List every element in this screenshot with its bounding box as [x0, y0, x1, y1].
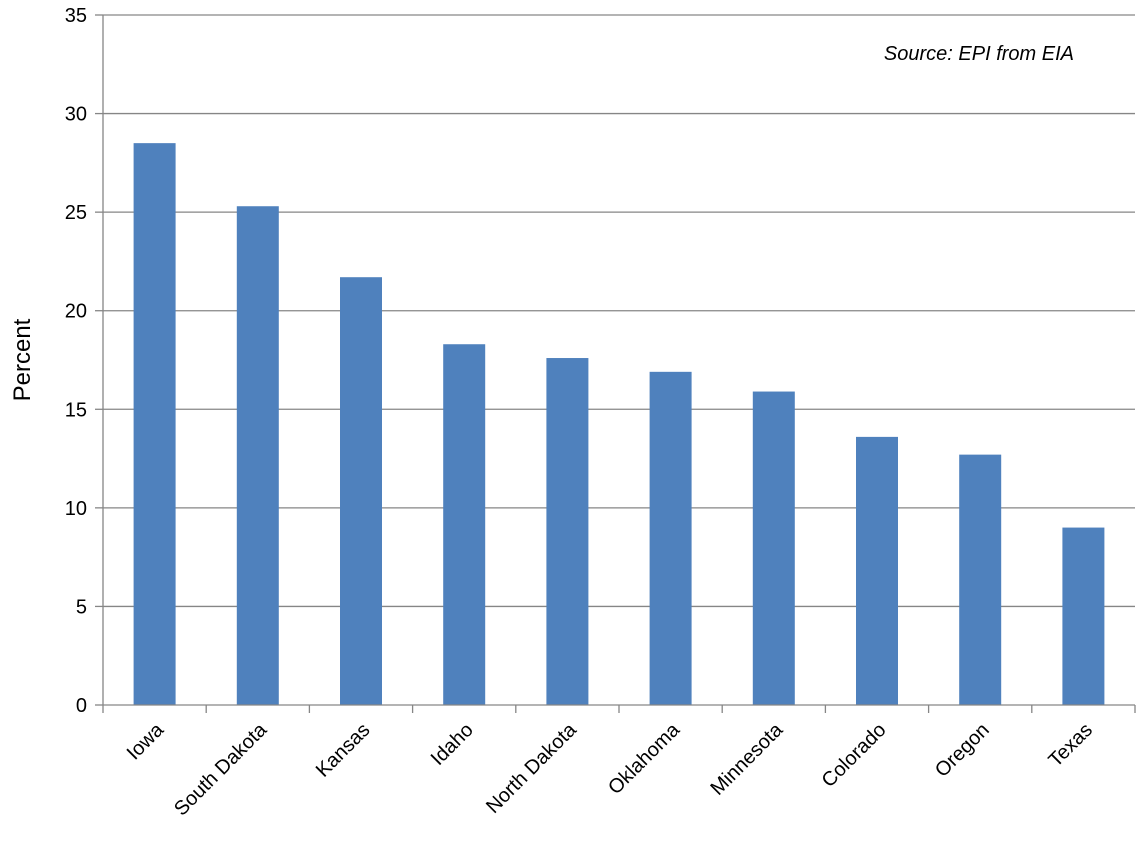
bar: [443, 344, 486, 705]
x-tick-label: Iowa: [123, 718, 169, 764]
bars: [133, 143, 1105, 706]
x-tick-label: Idaho: [427, 719, 478, 770]
y-tick-label: 10: [65, 498, 87, 520]
y-tick-label: 0: [76, 695, 87, 717]
source-annotation: Source: EPI from EIA: [884, 43, 1074, 65]
bar: [752, 391, 795, 705]
x-tick-labels: Iowa South Dakota Kansas Idaho North Dakota O…: [123, 718, 1097, 820]
bar: [1062, 527, 1105, 705]
x-tick-label: Texas: [1044, 719, 1097, 772]
bar: [959, 454, 1002, 705]
y-tick-labels: 0 5 10 15 20 25 30 35: [65, 5, 87, 717]
x-tick-label: Oklahoma: [604, 718, 685, 799]
y-tick-label: 20: [65, 301, 87, 323]
bar: [649, 371, 692, 705]
bar: [133, 143, 176, 706]
y-tick-label: 30: [65, 104, 87, 126]
x-tick-label: North Dakota: [482, 718, 581, 817]
x-tick-label: Kansas: [312, 719, 375, 782]
y-axis-title: Percent: [9, 318, 36, 401]
bar: [236, 206, 279, 705]
axes: [95, 14, 1136, 713]
y-tick-label: 35: [65, 5, 87, 27]
y-tick-label: 25: [65, 202, 87, 224]
x-tick-label: Oregon: [931, 719, 994, 782]
x-tick-label: South Dakota: [170, 718, 272, 820]
y-tick-label: 15: [65, 399, 87, 421]
bar: [856, 436, 898, 705]
x-tick-label: Colorado: [818, 719, 891, 792]
bar: [546, 358, 589, 705]
x-tick-label: Minnesota: [707, 718, 788, 799]
bar: [340, 277, 382, 705]
y-tick-label: 5: [76, 596, 87, 618]
